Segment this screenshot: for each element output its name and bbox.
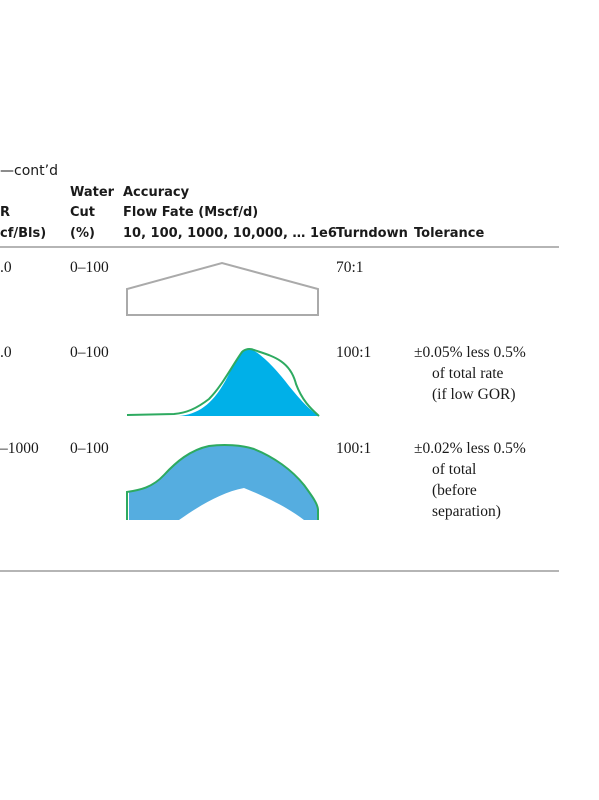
header-water-cut-line2: Cut (70, 205, 96, 220)
gor-cell: .0 (0, 344, 12, 361)
accuracy-profile-2 (126, 347, 320, 417)
tolerance-cell: ±0.05% less 0.5% of total rate (if low G… (414, 342, 564, 405)
accuracy-profile-3 (126, 444, 319, 520)
tolerance-line: (before (432, 482, 477, 499)
water-cut-cell: 0–100 (70, 440, 109, 457)
table-caption: —cont’d (0, 163, 58, 179)
tolerance-line: of total rate (432, 365, 504, 382)
header-water-cut-line3: (%) (70, 226, 95, 241)
tolerance-line: (if low GOR) (432, 386, 516, 403)
header-gor-line1: R (0, 205, 11, 220)
water-cut-cell: 0–100 (70, 259, 109, 276)
accuracy-profile-fill (129, 445, 319, 520)
accuracy-profile-outline (126, 444, 319, 520)
header-accuracy-line3: 10, 100, 1000, 10,000, … 1e6 (123, 226, 337, 241)
header-turndown: Turndown (336, 226, 408, 241)
tolerance-line: ±0.05% less 0.5% (414, 344, 526, 361)
gor-cell: –1000 (0, 440, 39, 457)
header-tolerance: Tolerance (414, 226, 485, 241)
tolerance-line: ±0.02% less 0.5% (414, 440, 526, 457)
accuracy-profile-outline (126, 347, 320, 417)
header-gor-line2: cf/Bls) (0, 226, 47, 241)
header-accuracy-line2: Flow Fate (Mscf/d) (123, 205, 259, 220)
tolerance-line: separation) (432, 503, 501, 520)
gor-cell: .0 (0, 259, 12, 276)
turndown-cell: 100:1 (336, 344, 372, 361)
accuracy-profile-1 (126, 261, 319, 316)
footer-rule (0, 570, 559, 572)
accuracy-profile-outline (126, 261, 319, 316)
accuracy-profile-fill (179, 348, 319, 416)
turndown-cell: 100:1 (336, 440, 372, 457)
header-water-cut-line1: Water (70, 185, 115, 200)
header-rule (0, 246, 559, 248)
tolerance-cell: ±0.02% less 0.5% of total (before separa… (414, 438, 564, 522)
turndown-cell: 70:1 (336, 259, 364, 276)
water-cut-cell: 0–100 (70, 344, 109, 361)
tolerance-line: of total (432, 461, 477, 478)
header-accuracy-line1: Accuracy (123, 185, 190, 200)
